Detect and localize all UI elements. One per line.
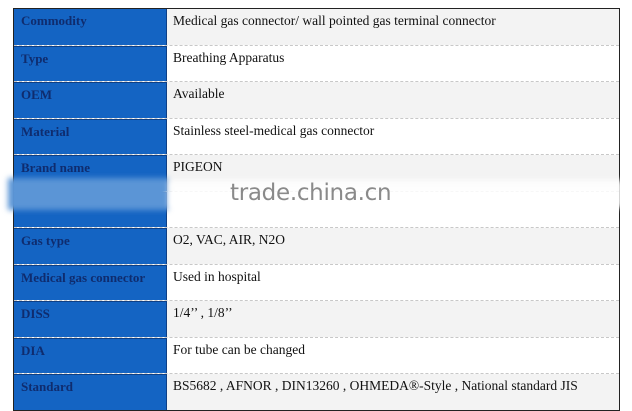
row-value: Used in hospital — [167, 264, 619, 300]
row-value: Breathing Apparatus — [167, 45, 619, 81]
row-value: Available — [167, 82, 619, 118]
row-value: PIGEON — [167, 155, 619, 191]
row-label: Commodity — [14, 9, 167, 45]
row-label: Brand name — [14, 155, 167, 191]
table-row: Standard BS5682 , AFNOR , DIN13260 , OHME… — [14, 373, 619, 410]
row-label: Standard — [14, 374, 167, 410]
table-row: Material Stainless steel-medical gas conn… — [14, 117, 619, 154]
row-label: Medical gas connector — [14, 264, 167, 300]
row-value: 1/4’’ , 1/8’’ — [167, 301, 619, 337]
row-value — [167, 191, 619, 227]
row-value: BS5682 , AFNOR , DIN13260 , OHMEDA®-Styl… — [167, 374, 619, 410]
row-label: Material — [14, 118, 167, 154]
row-label: DISS — [14, 301, 167, 337]
row-value: Medical gas connector/ wall pointed gas … — [167, 9, 619, 45]
table-row: OEM Available — [14, 81, 619, 118]
table-row: DISS 1/4’’ , 1/8’’ — [14, 300, 619, 337]
table-row: DIA For tube can be changed — [14, 336, 619, 373]
row-label: Type — [14, 45, 167, 81]
row-value: Stainless steel-medical gas connector — [167, 118, 619, 154]
table-row: Commodity Medical gas connector/ wall poi… — [14, 9, 619, 45]
table-row: Gas type O2, VAC, AIR, N2O — [14, 227, 619, 264]
table-row — [14, 190, 619, 227]
table-row: Brand name PIGEON — [14, 154, 619, 191]
table-row: Type Breathing Apparatus — [14, 44, 619, 81]
row-label: DIA — [14, 337, 167, 373]
row-value: O2, VAC, AIR, N2O — [167, 228, 619, 264]
spec-table: Commodity Medical gas connector/ wall poi… — [13, 8, 620, 411]
table-row: Medical gas connector Used in hospital — [14, 263, 619, 300]
row-label — [14, 191, 167, 227]
row-value: For tube can be changed — [167, 337, 619, 373]
row-label: Gas type — [14, 228, 167, 264]
row-label: OEM — [14, 82, 167, 118]
